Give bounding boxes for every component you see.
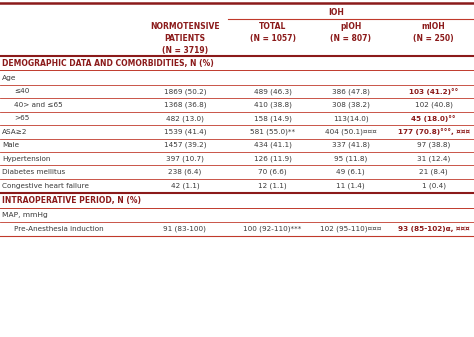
Text: 482 (13.0): 482 (13.0): [166, 115, 204, 122]
Text: 21 (8.4): 21 (8.4): [419, 169, 448, 176]
Text: MAP, mmHg: MAP, mmHg: [2, 212, 48, 218]
Text: ASA≥2: ASA≥2: [2, 129, 28, 135]
Text: INTRAOPERATIVE PERIOD, N (%): INTRAOPERATIVE PERIOD, N (%): [2, 196, 141, 205]
Text: 434 (41.1): 434 (41.1): [254, 142, 292, 149]
Text: 386 (47.8): 386 (47.8): [332, 88, 370, 95]
Text: 40> and ≤65: 40> and ≤65: [14, 102, 63, 108]
Text: 337 (41.8): 337 (41.8): [332, 142, 370, 149]
Text: 238 (6.4): 238 (6.4): [168, 169, 201, 176]
Text: Congestive heart failure: Congestive heart failure: [2, 183, 90, 189]
Text: Diabetes mellitus: Diabetes mellitus: [2, 169, 65, 175]
Text: 126 (11.9): 126 (11.9): [254, 155, 292, 162]
Text: mIOH
(N = 250): mIOH (N = 250): [413, 22, 454, 43]
Text: pIOH
(N = 807): pIOH (N = 807): [330, 22, 371, 43]
Text: 1457 (39.2): 1457 (39.2): [164, 142, 206, 149]
Text: 397 (10.7): 397 (10.7): [166, 155, 204, 162]
Text: 308 (38.2): 308 (38.2): [332, 101, 370, 108]
Text: 102 (40.8): 102 (40.8): [415, 101, 453, 108]
Text: 91 (83-100): 91 (83-100): [164, 225, 206, 232]
Text: 45 (18.0)°°: 45 (18.0)°°: [411, 115, 456, 122]
Text: 1869 (50.2): 1869 (50.2): [164, 88, 206, 95]
Text: Hypertension: Hypertension: [2, 156, 51, 162]
Text: 103 (41.2)°°: 103 (41.2)°°: [409, 88, 458, 95]
Text: 49 (6.1): 49 (6.1): [337, 169, 365, 176]
Text: TOTAL
(N = 1057): TOTAL (N = 1057): [249, 22, 296, 43]
Text: 158 (14.9): 158 (14.9): [254, 115, 292, 122]
Text: 410 (38.8): 410 (38.8): [254, 101, 292, 108]
Text: Pre-Anesthesia induction: Pre-Anesthesia induction: [14, 226, 104, 232]
Text: 97 (38.8): 97 (38.8): [417, 142, 450, 149]
Text: 100 (92-110)***: 100 (92-110)***: [243, 225, 302, 232]
Text: 93 (85-102)α, ¤¤¤: 93 (85-102)α, ¤¤¤: [398, 226, 470, 232]
Text: 31 (12.4): 31 (12.4): [417, 155, 450, 162]
Text: Age: Age: [2, 75, 17, 81]
Text: Male: Male: [2, 142, 19, 148]
Text: 11 (1.4): 11 (1.4): [337, 182, 365, 189]
Text: 1 (0.4): 1 (0.4): [422, 182, 446, 189]
Text: 489 (46.3): 489 (46.3): [254, 88, 292, 95]
Text: 581 (55.0)**: 581 (55.0)**: [250, 128, 295, 135]
Text: 113(14.0): 113(14.0): [333, 115, 369, 122]
Text: 1368 (36.8): 1368 (36.8): [164, 101, 206, 108]
Text: 1539 (41.4): 1539 (41.4): [164, 128, 206, 135]
Text: 70 (6.6): 70 (6.6): [258, 169, 287, 176]
Text: 177 (70.8)°°°, ¤¤¤: 177 (70.8)°°°, ¤¤¤: [398, 128, 470, 135]
Text: 404 (50.1)¤¤¤: 404 (50.1)¤¤¤: [325, 128, 377, 135]
Text: NORMOTENSIVE
PATIENTS
(N = 3719): NORMOTENSIVE PATIENTS (N = 3719): [150, 22, 219, 55]
Text: 12 (1.1): 12 (1.1): [258, 182, 287, 189]
Text: DEMOGRAPHIC DATA AND COMORBIDITIES, N (%): DEMOGRAPHIC DATA AND COMORBIDITIES, N (%…: [2, 59, 214, 67]
Text: IOH: IOH: [328, 8, 345, 18]
Text: 42 (1.1): 42 (1.1): [171, 182, 199, 189]
Text: 95 (11.8): 95 (11.8): [334, 155, 367, 162]
Text: >65: >65: [14, 115, 29, 121]
Text: 102 (95-110)¤¤¤: 102 (95-110)¤¤¤: [320, 225, 382, 232]
Text: ≤40: ≤40: [14, 88, 29, 94]
